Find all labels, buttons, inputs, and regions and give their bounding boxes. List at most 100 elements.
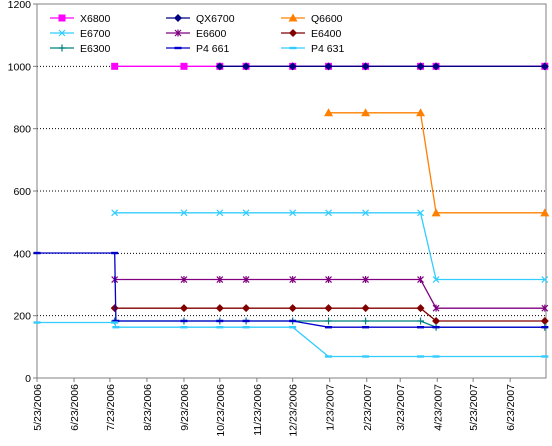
point-p4-661 (242, 319, 250, 323)
x-tick-label: 5/23/2006 (32, 384, 44, 431)
point-e6700 (541, 276, 549, 283)
legend-marker-e6300 (58, 44, 66, 52)
legend-label-p4-631: P4 631 (311, 43, 344, 55)
point-e6600 (362, 276, 370, 284)
point-e6600 (180, 276, 188, 284)
legend-marker-e6700 (58, 29, 66, 37)
point-p4-631 (325, 355, 333, 358)
point-e6600 (432, 304, 440, 312)
point-e6700 (432, 276, 440, 283)
point-e6300 (417, 317, 425, 325)
point-p4-631 (432, 355, 440, 358)
x-tick-label: 3/23/2007 (395, 384, 407, 431)
legend-marker-qx6700 (174, 14, 182, 22)
series-line-e6400 (114, 307, 545, 322)
point-p4-661 (111, 251, 119, 255)
point-e6400 (432, 316, 441, 325)
point-e6700 (216, 209, 224, 217)
point-e6700 (417, 209, 424, 217)
point-e6600 (242, 276, 250, 284)
point-q6600 (416, 108, 426, 117)
series-line-q6600 (328, 112, 545, 214)
legend-label-e6700: E6700 (80, 28, 111, 40)
point-qx6700 (540, 62, 549, 71)
y-tick-label: 400 (13, 248, 31, 260)
point-q6600 (361, 108, 371, 117)
point-e6400 (110, 304, 119, 313)
point-e6400 (288, 304, 297, 313)
point-p4-661 (417, 325, 425, 329)
point-p4-631 (112, 325, 120, 329)
point-e6600 (289, 276, 297, 284)
point-q6600 (431, 208, 441, 217)
point-p4-661 (216, 319, 224, 323)
point-qx6700 (416, 62, 425, 71)
point-e6300 (362, 317, 370, 325)
point-e6600 (417, 276, 424, 284)
point-p4-631 (33, 321, 41, 324)
legend-label-qx6700: QX6700 (196, 13, 235, 25)
point-p4-631 (289, 325, 297, 329)
point-p4-661 (432, 325, 440, 329)
legend-label-e6600: E6600 (196, 28, 227, 40)
legend-marker-e6400 (289, 29, 297, 37)
point-p4-631 (362, 355, 370, 358)
x-tick-label: 6/23/2007 (505, 384, 517, 431)
series-line-p4-661 (37, 252, 545, 328)
point-qx6700 (242, 62, 251, 71)
point-e6400 (361, 304, 370, 313)
point-p4-661 (112, 319, 120, 323)
point-p4-631 (180, 325, 188, 329)
point-e6600 (325, 276, 332, 284)
x-tick-label: 2/23/2007 (362, 384, 374, 431)
x-tick-label: 10/23/2006 (215, 384, 227, 437)
point-x6800 (111, 62, 119, 70)
series-line-e6700 (114, 212, 545, 281)
point-x6800 (180, 62, 188, 70)
legend-marker-p4-631 (289, 46, 297, 50)
legend-label-q6600: Q6600 (311, 13, 343, 25)
x-tick-label: 5/23/2007 (468, 384, 480, 431)
y-tick-label: 600 (13, 186, 31, 198)
point-e6400 (242, 304, 251, 313)
point-e6600 (216, 276, 224, 284)
point-qx6700 (288, 62, 297, 71)
series-line-e6600 (114, 278, 545, 309)
point-q6600 (324, 108, 334, 117)
legend-marker-x6800 (58, 14, 66, 22)
legend-marker-q6600 (288, 13, 298, 22)
x-tick-label: 7/23/2006 (105, 384, 117, 431)
series-group (33, 62, 550, 358)
point-e6400 (215, 304, 224, 313)
point-qx6700 (215, 62, 224, 71)
point-p4-661 (362, 325, 370, 329)
point-e6300 (325, 317, 333, 325)
point-e6400 (540, 316, 549, 325)
point-p4-661 (180, 319, 188, 323)
point-q6600 (540, 208, 550, 217)
point-p4-631 (216, 325, 224, 329)
point-e6700 (242, 209, 250, 217)
point-e6700 (180, 209, 188, 217)
point-p4-661 (289, 319, 297, 323)
x-tick-label: 8/23/2006 (142, 384, 154, 431)
legend: X6800 QX6700 Q6600 E6700 E6600 E6400 E6300 P4 6… (50, 13, 344, 55)
y-tick-label: 0 (25, 373, 31, 385)
point-p4-631 (111, 321, 119, 324)
point-p4-631 (541, 355, 549, 358)
legend-label-e6300: E6300 (80, 43, 111, 55)
y-tick-label: 1200 (8, 0, 32, 11)
point-e6600 (541, 304, 549, 312)
point-e6400 (179, 304, 188, 313)
legend-marker-p4-661 (174, 46, 182, 50)
x-tick-label: 12/23/2006 (288, 384, 300, 437)
point-p4-661 (33, 251, 41, 255)
y-tick-label: 1000 (8, 61, 32, 73)
point-qx6700 (324, 62, 333, 71)
legend-label-e6400: E6400 (311, 28, 342, 40)
point-p4-631 (417, 355, 425, 358)
x-tick-label: 11/23/2006 (252, 384, 264, 436)
point-p4-661 (325, 325, 333, 329)
y-tick-label: 200 (13, 311, 31, 323)
